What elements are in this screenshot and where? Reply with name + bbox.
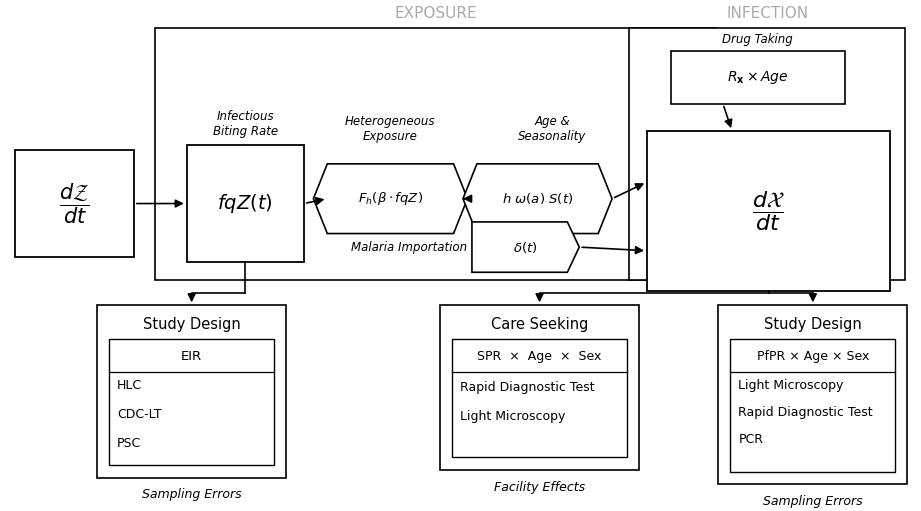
Text: INFECTION: INFECTION bbox=[726, 6, 809, 20]
Text: $\delta(t)$: $\delta(t)$ bbox=[513, 240, 538, 254]
Text: HLC: HLC bbox=[117, 379, 142, 392]
Text: Study Design: Study Design bbox=[143, 317, 240, 332]
Text: Rapid Diagnostic Test: Rapid Diagnostic Test bbox=[460, 381, 595, 394]
Text: $fqZ(t)$: $fqZ(t)$ bbox=[217, 192, 274, 215]
Text: PfPR × Age × Sex: PfPR × Age × Sex bbox=[757, 350, 869, 363]
Text: Malaria Importation: Malaria Importation bbox=[351, 241, 467, 253]
Text: Light Microscopy: Light Microscopy bbox=[739, 379, 844, 392]
Text: Age &
Seasonality: Age & Seasonality bbox=[519, 114, 587, 143]
Bar bbox=[452, 339, 627, 457]
Bar bbox=[440, 305, 639, 470]
Bar bbox=[629, 28, 905, 280]
Bar bbox=[109, 339, 274, 465]
Text: $R_{\mathbf{x}} \times Age$: $R_{\mathbf{x}} \times Age$ bbox=[727, 68, 788, 86]
Bar bbox=[718, 305, 907, 484]
Text: SPR  ×  Age  ×  Sex: SPR × Age × Sex bbox=[477, 350, 601, 363]
Text: Study Design: Study Design bbox=[764, 317, 862, 332]
Bar bbox=[155, 28, 717, 280]
Polygon shape bbox=[472, 222, 579, 272]
Text: EXPOSURE: EXPOSURE bbox=[394, 6, 477, 20]
Text: PSC: PSC bbox=[117, 437, 141, 450]
Bar bbox=[647, 131, 891, 291]
Text: Light Microscopy: Light Microscopy bbox=[460, 410, 565, 423]
Text: Rapid Diagnostic Test: Rapid Diagnostic Test bbox=[739, 406, 873, 419]
Polygon shape bbox=[463, 164, 612, 234]
Bar bbox=[15, 150, 134, 257]
Text: $F_h(\beta \cdot fqZ)$: $F_h(\beta \cdot fqZ)$ bbox=[358, 190, 423, 207]
Text: Sampling Errors: Sampling Errors bbox=[764, 495, 863, 508]
Bar bbox=[730, 339, 895, 472]
Text: Care Seeking: Care Seeking bbox=[491, 317, 589, 332]
Text: CDC-LT: CDC-LT bbox=[117, 408, 162, 421]
Text: EIR: EIR bbox=[181, 350, 203, 363]
Bar bbox=[187, 146, 304, 262]
Text: $h\ \omega(a)\ S(t)$: $h\ \omega(a)\ S(t)$ bbox=[502, 191, 573, 206]
Text: PCR: PCR bbox=[739, 433, 764, 446]
Bar bbox=[670, 51, 845, 104]
Text: Heterogeneous
Exposure: Heterogeneous Exposure bbox=[345, 114, 436, 143]
Text: Drug Taking: Drug Taking bbox=[722, 33, 793, 45]
Text: $\dfrac{d\mathcal{X}}{dt}$: $\dfrac{d\mathcal{X}}{dt}$ bbox=[752, 189, 785, 233]
Bar bbox=[98, 305, 286, 477]
Text: Facility Effects: Facility Effects bbox=[494, 481, 585, 494]
Text: Infectious
Biting Rate: Infectious Biting Rate bbox=[213, 110, 278, 137]
Text: $\dfrac{d\mathcal{Z}}{dt}$: $\dfrac{d\mathcal{Z}}{dt}$ bbox=[59, 181, 90, 226]
Polygon shape bbox=[313, 164, 468, 234]
Text: Sampling Errors: Sampling Errors bbox=[142, 489, 241, 501]
